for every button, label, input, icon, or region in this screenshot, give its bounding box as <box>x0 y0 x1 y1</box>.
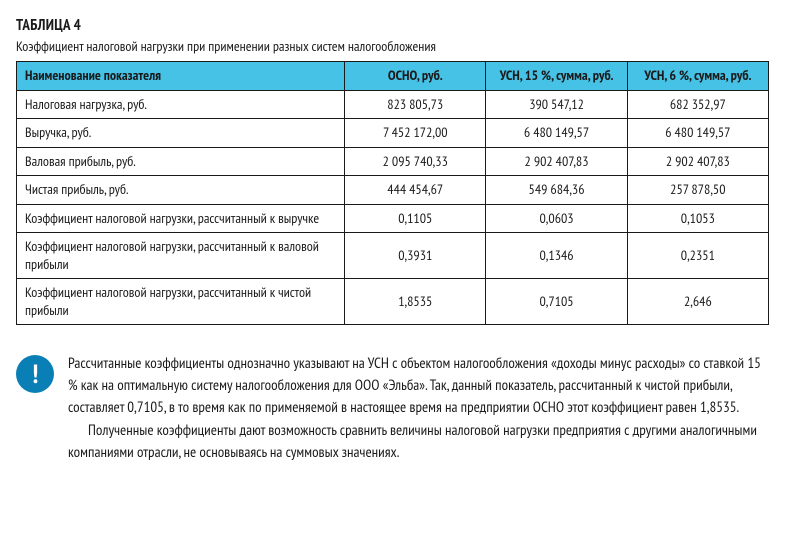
row-val-usn15: 2 902 407,83 <box>486 147 627 176</box>
table-row: Коэффициент налоговой нагрузки, рассчита… <box>17 204 769 233</box>
table-row: Валовая прибыль, руб. 2 095 740,33 2 902… <box>17 147 769 176</box>
col-header-usn15: УСН, 15 %, сумма, руб. <box>486 62 627 91</box>
row-val-osno: 444 454,67 <box>345 176 486 205</box>
row-val-osno: 2 095 740,33 <box>345 147 486 176</box>
row-name: Коэффициент налоговой нагрузки, рассчита… <box>17 279 345 325</box>
row-val-usn6: 2 902 407,83 <box>627 147 768 176</box>
exclamation-icon: ! <box>16 355 54 393</box>
row-name: Коэффициент налоговой нагрузки, рассчита… <box>17 233 345 279</box>
row-val-usn15: 6 480 149,57 <box>486 119 627 148</box>
tax-table: Наименование показателя ОСНО, руб. УСН, … <box>16 61 769 325</box>
note-text: Рассчитанные коэффициенты однозначно ука… <box>68 353 769 466</box>
row-val-usn6: 2,646 <box>627 279 768 325</box>
row-val-osno: 0,1105 <box>345 204 486 233</box>
table-body: Налоговая нагрузка, руб. 823 805,73 390 … <box>17 90 769 325</box>
row-val-usn15: 0,1346 <box>486 233 627 279</box>
note-paragraph: Полученные коэффициенты дают возможность… <box>68 420 769 464</box>
table-row: Чистая прибыль, руб. 444 454,67 549 684,… <box>17 176 769 205</box>
row-val-usn6: 257 878,50 <box>627 176 768 205</box>
row-val-usn15: 390 547,12 <box>486 90 627 119</box>
row-name: Чистая прибыль, руб. <box>17 176 345 205</box>
col-header-osno: ОСНО, руб. <box>345 62 486 91</box>
row-val-osno: 823 805,73 <box>345 90 486 119</box>
row-name: Валовая прибыль, руб. <box>17 147 345 176</box>
table-header-row: Наименование показателя ОСНО, руб. УСН, … <box>17 62 769 91</box>
row-val-usn6: 0,2351 <box>627 233 768 279</box>
table-row: Выручка, руб. 7 452 172,00 6 480 149,57 … <box>17 119 769 148</box>
note-paragraph: Рассчитанные коэффициенты однозначно ука… <box>68 353 769 418</box>
table-row: Коэффициент налоговой нагрузки, рассчита… <box>17 279 769 325</box>
row-name: Коэффициент налоговой нагрузки, рассчита… <box>17 204 345 233</box>
row-val-usn15: 0,0603 <box>486 204 627 233</box>
row-val-usn6: 0,1053 <box>627 204 768 233</box>
row-val-usn6: 682 352,97 <box>627 90 768 119</box>
row-val-usn15: 549 684,36 <box>486 176 627 205</box>
note-block: ! Рассчитанные коэффициенты однозначно у… <box>16 353 769 466</box>
row-val-osno: 0,3931 <box>345 233 486 279</box>
table-number: ТАБЛИЦА 4 <box>16 16 769 35</box>
col-header-name: Наименование показателя <box>17 62 345 91</box>
row-val-osno: 7 452 172,00 <box>345 119 486 148</box>
row-val-usn6: 6 480 149,57 <box>627 119 768 148</box>
row-name: Выручка, руб. <box>17 119 345 148</box>
table-row: Коэффициент налоговой нагрузки, рассчита… <box>17 233 769 279</box>
table-caption: Коэффициент налоговой нагрузки при приме… <box>16 37 769 55</box>
col-header-usn6: УСН, 6 %, сумма, руб. <box>627 62 768 91</box>
table-row: Налоговая нагрузка, руб. 823 805,73 390 … <box>17 90 769 119</box>
row-val-usn15: 0,7105 <box>486 279 627 325</box>
row-name: Налоговая нагрузка, руб. <box>17 90 345 119</box>
row-val-osno: 1,8535 <box>345 279 486 325</box>
